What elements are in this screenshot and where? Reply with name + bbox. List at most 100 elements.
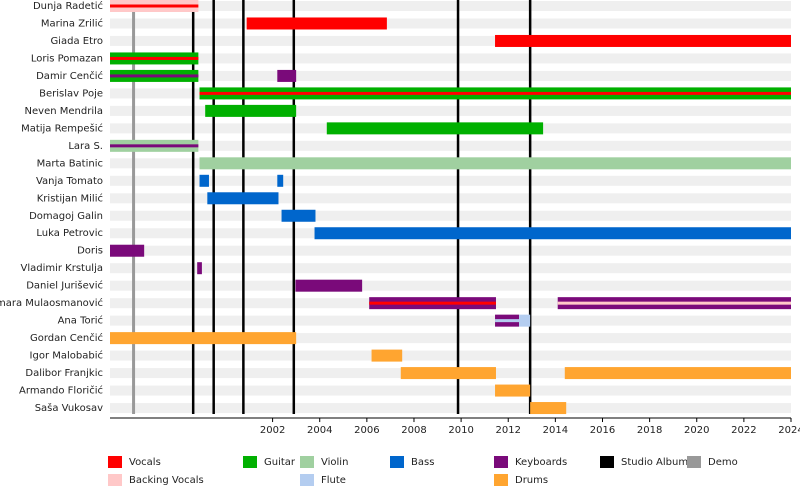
row-band [110,105,791,116]
x-tick-label: 2006 [354,425,379,436]
row-band [110,385,791,396]
legend-swatch [108,456,122,468]
legend-swatch [390,456,404,468]
role-stripe [110,74,199,78]
x-tick-label: 2012 [496,425,521,436]
member-name: Kristijan Milić [37,192,103,204]
x-tick-label: 2002 [260,425,285,436]
member-name: Doris [77,246,103,257]
row-band [110,140,791,151]
member-name: Damir Cenčić [36,70,103,82]
x-tick-label: 2016 [590,425,615,436]
member-bar [246,17,387,30]
role-stripe [110,144,199,148]
member-name: Matija Rempešić [21,122,103,134]
row-band [110,350,791,361]
member-bar [495,34,791,47]
row-band [110,175,791,186]
legend-swatch [687,456,701,468]
member-name: Dalibor Franjkic [25,368,103,379]
role-stripe [557,301,791,305]
member-name: Ana Torić [58,315,103,327]
row-band [110,210,791,221]
member-bar [110,244,145,257]
legend-label: Studio Album [621,457,688,468]
x-tick-label: 2024 [778,425,800,436]
legend-swatch [108,474,122,486]
legend-label: Drums [515,475,548,486]
role-stripe [110,4,199,8]
member-name: Loris Pomazan [31,53,103,64]
x-tick-label: 2018 [637,425,662,436]
legend-label: Backing Vocals [129,475,204,486]
row-band [110,315,791,326]
x-tick-label: 2014 [543,425,568,436]
row-band [110,193,791,204]
legend-label: Flute [321,475,346,486]
member-name: Armando Floričić [19,385,103,397]
member-bar [295,279,363,292]
row-band [110,245,791,256]
member-name: Gordan Cenčić [30,332,103,344]
member-bar [530,402,567,415]
legend-swatch [494,474,508,486]
row-band [110,280,791,291]
x-tick-label: 2010 [448,425,473,436]
member-bar [314,227,791,240]
x-tick-label: 2008 [401,425,426,436]
legend-swatch [243,456,257,468]
member-name: Saša Vukosav [35,402,103,414]
x-tick-label: 2004 [307,425,332,436]
legend-swatch [494,456,508,468]
member-bar [564,367,791,380]
member-name: Giada Etro [50,36,103,47]
legend-label: Vocals [129,457,161,468]
row-band [110,53,791,64]
legend-label: Keyboards [515,457,567,468]
member-name: Vanja Tomato [36,176,103,187]
member-name: Marina Zrilić [41,17,103,29]
legend-swatch [600,456,614,468]
member-bar [199,157,791,170]
member-bar [371,349,403,362]
x-tick-label: 2020 [684,425,709,436]
member-name: Daniel Jurišević [26,280,103,292]
member-name: Dunja Radetić [33,0,103,12]
role-stripe [369,301,496,305]
legend-swatch [300,474,314,486]
legend-label: Bass [411,457,434,468]
member-name: Vladimir Krstulja [20,263,103,274]
row-band [110,263,791,274]
role-stripe [199,91,791,95]
row-band [110,35,791,46]
row-band [110,403,791,414]
legend-label: Demo [708,457,738,468]
member-bar [277,174,284,187]
member-bar [519,314,531,327]
member-name: Tamara Mulaosmanović [0,297,103,309]
member-bar [110,332,297,345]
member-bar [197,262,202,275]
member-name: Neven Mendrila [25,106,103,117]
member-bar [326,122,544,135]
member-name: Luka Petrovic [36,228,103,239]
member-name: Domagoj Galin [29,211,103,222]
role-stripe [110,56,199,60]
member-bar [199,174,209,187]
member-bar [495,384,531,397]
legend-label: Guitar [264,457,296,468]
row-band [110,1,791,11]
member-bar [205,104,297,117]
member-bar [277,69,297,82]
row-band [110,18,791,29]
member-bar [400,367,496,380]
legend-swatch [300,456,314,468]
role-stripe [495,319,520,323]
member-name: Igor Malobabić [30,350,103,362]
member-bar [207,192,279,205]
member-bar [281,209,316,222]
legend-label: Violin [321,457,348,468]
member-name: Berislav Poje [39,88,103,99]
x-tick-label: 2022 [731,425,756,436]
